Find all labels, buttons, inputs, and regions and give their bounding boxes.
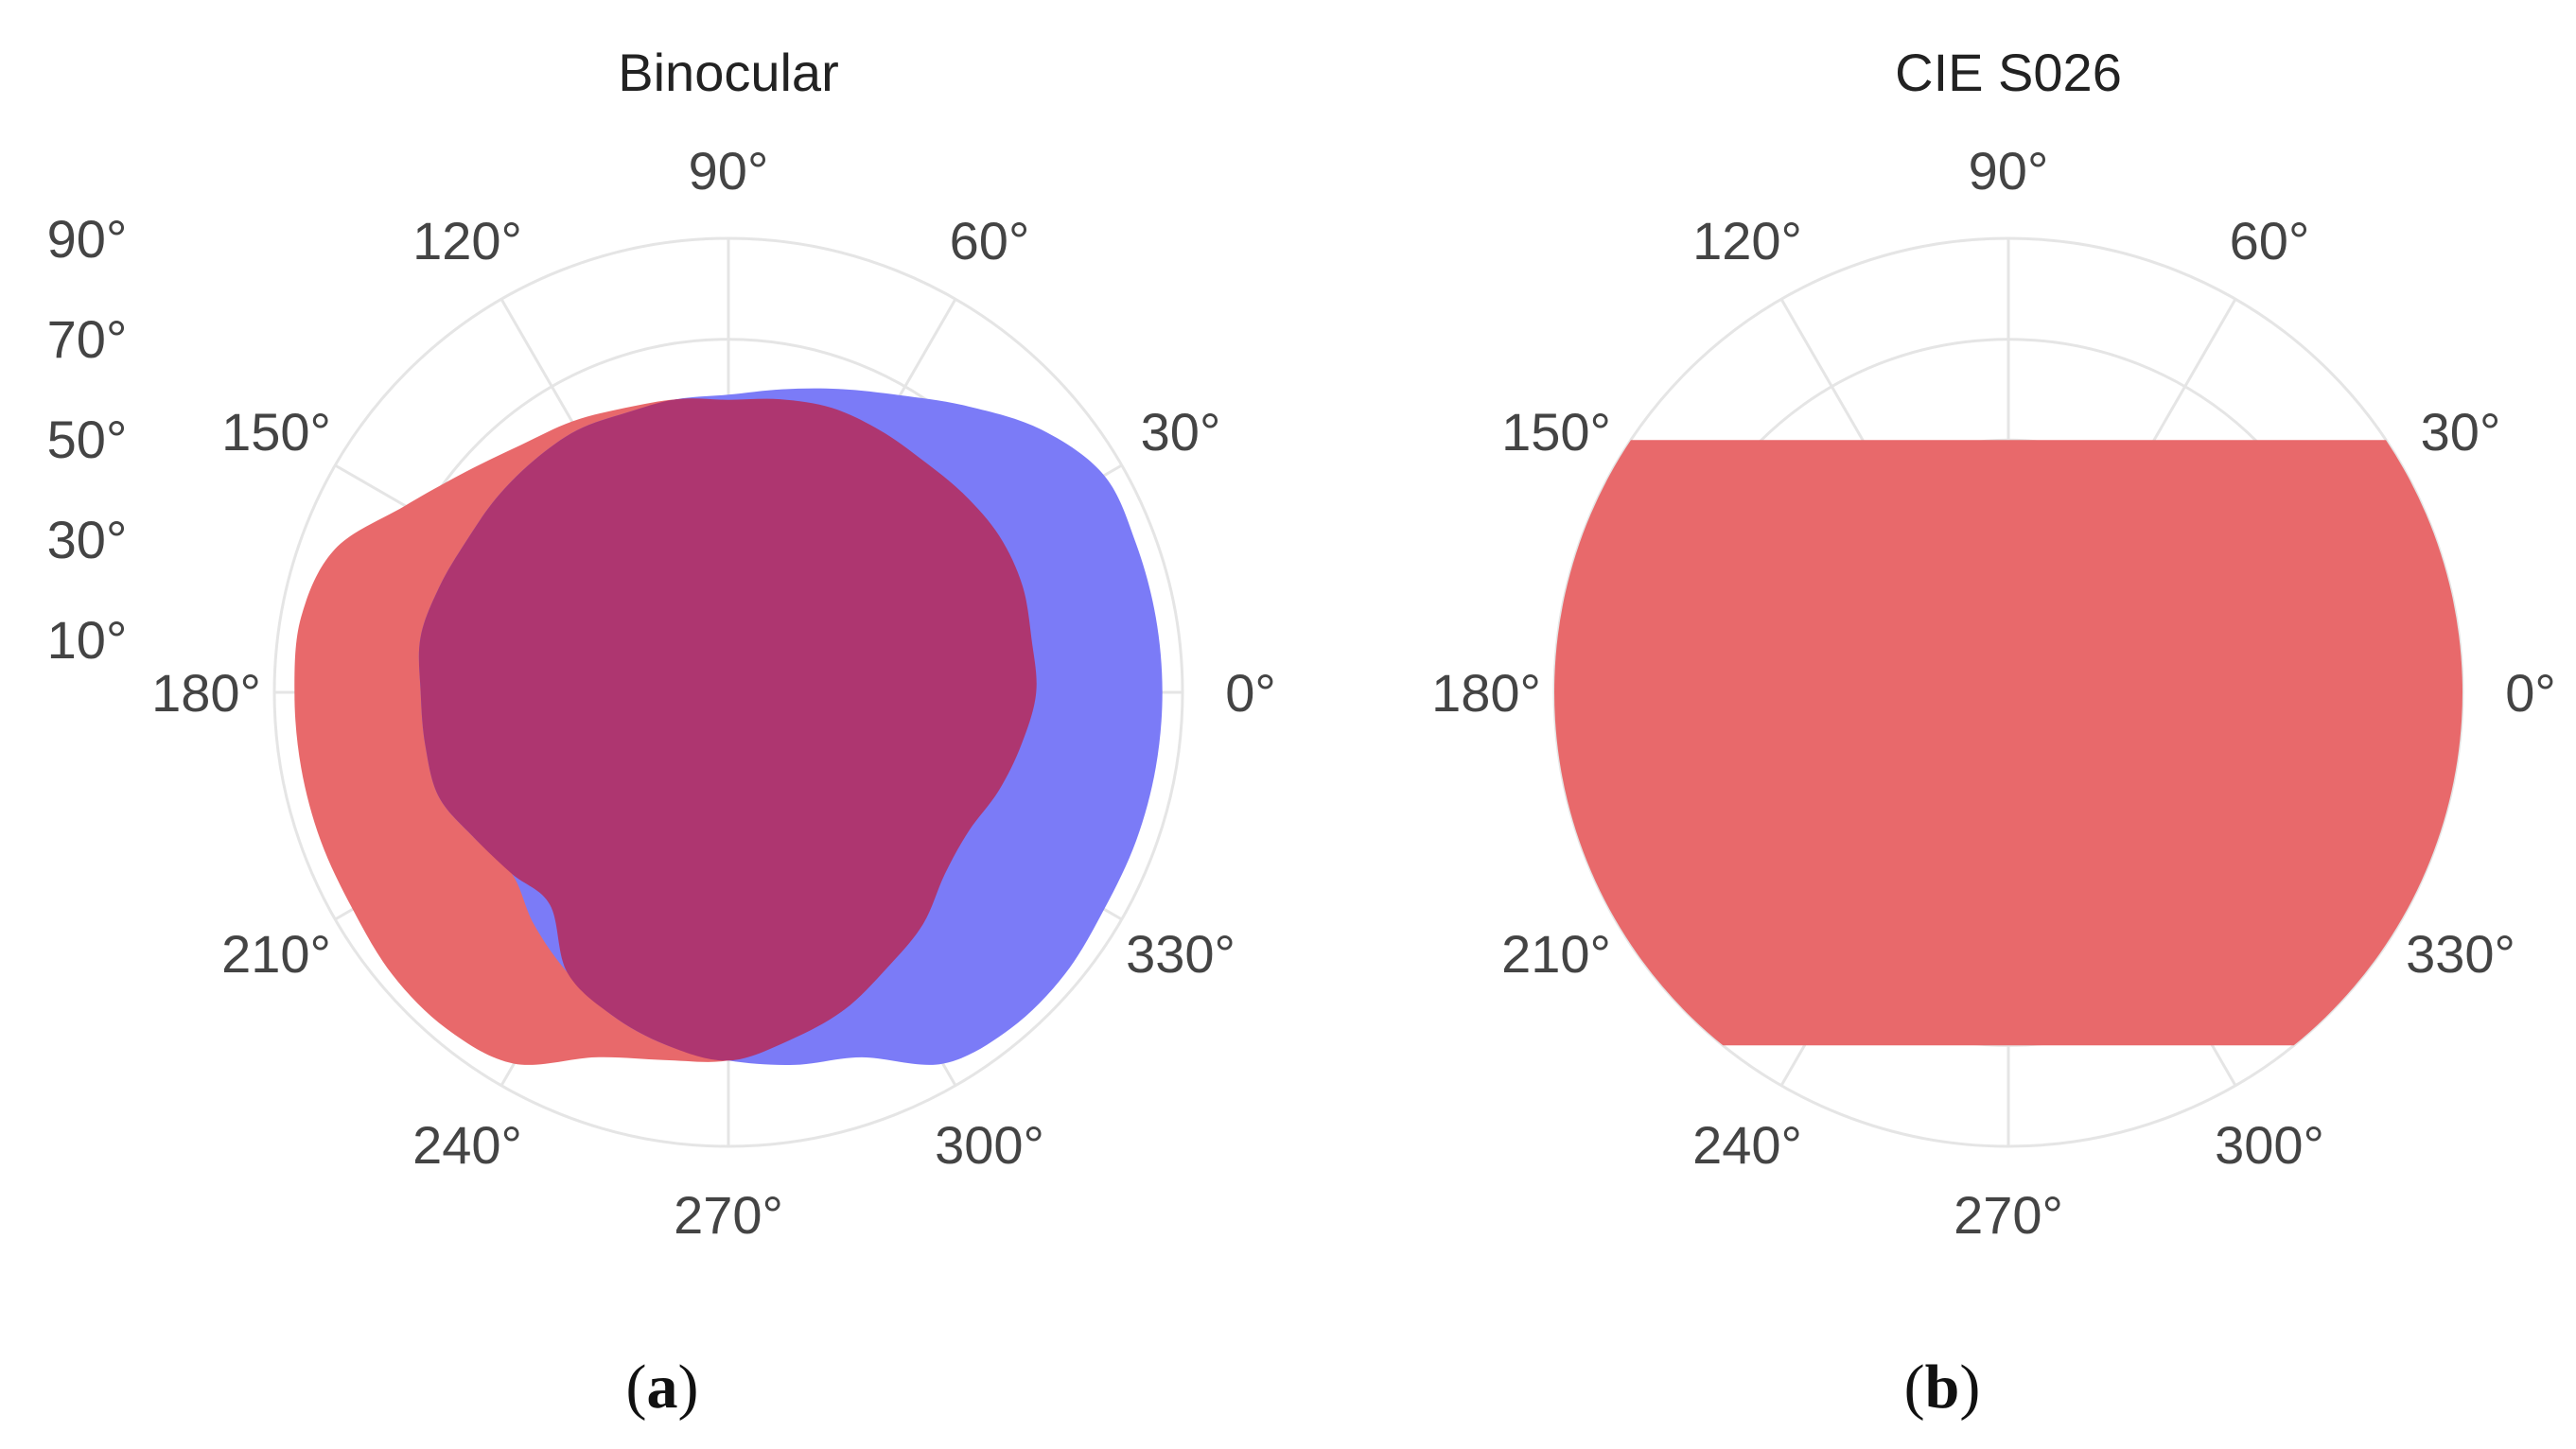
radial-tick-label-10: 10°: [47, 610, 128, 670]
angular-tick-label-0: 0°: [2505, 663, 2556, 723]
angular-tick-label-120: 120°: [1692, 211, 1802, 271]
chart-title-binocular: Binocular: [618, 43, 838, 102]
panel-caption-letter-b: b: [1925, 1353, 1960, 1422]
angular-tick-label-0: 0°: [1225, 663, 1276, 723]
angular-tick-label-330: 330°: [2406, 924, 2515, 984]
angular-tick-label-60: 60°: [2230, 211, 2310, 271]
angular-tick-label-240: 240°: [1692, 1115, 1802, 1175]
angular-tick-label-180: 180°: [151, 663, 261, 723]
radial-tick-label-30: 30°: [47, 510, 128, 569]
series-layer-cie-s026: [1554, 440, 2462, 1046]
angular-tick-label-330: 330°: [1126, 924, 1235, 984]
radial-tick-label-50: 50°: [47, 410, 128, 469]
polar-chart-cie-s026: CIE S026 0° 30° 60° 90° 120° 150° 180° 210° 240°…: [1431, 43, 2556, 1422]
series-area-cie-s026-field: [1554, 440, 2462, 1046]
radial-tick-label-90: 90°: [47, 209, 128, 269]
angular-tick-label-30: 30°: [1141, 402, 1221, 462]
angular-tick-label-90: 90°: [1969, 141, 2049, 201]
angular-axis-labels-cie-s026: 0° 30° 60° 90° 120° 150° 180° 210° 240° 270° 300° 3…: [1431, 141, 2556, 1245]
series-layer-binocular: [294, 388, 1163, 1066]
radial-tick-label-70: 70°: [47, 309, 128, 369]
angular-tick-label-150: 150°: [221, 402, 331, 462]
angular-axis-labels-binocular: 0° 30° 60° 90° 120° 150° 180° 210° 240° 270° 300° 3…: [151, 141, 1276, 1245]
polar-chart-binocular: Binocular 0° 30° 60° 90° 120° 150° 180° 210° 240…: [47, 43, 1276, 1422]
angular-tick-label-60: 60°: [950, 211, 1030, 271]
angular-tick-label-210: 210°: [1501, 924, 1611, 984]
panel-caption-letter-a: a: [647, 1353, 678, 1422]
angular-tick-label-300: 300°: [2215, 1115, 2324, 1175]
angular-tick-label-150: 150°: [1501, 402, 1611, 462]
series-area-overlap: [418, 398, 1037, 1061]
angular-tick-label-210: 210°: [221, 924, 331, 984]
angular-tick-label-270: 270°: [674, 1185, 783, 1245]
panel-caption-b: (b): [1904, 1353, 1981, 1422]
radial-axis-labels-binocular: 90° 70° 50° 30° 10°: [47, 209, 128, 670]
angular-tick-label-240: 240°: [412, 1115, 522, 1175]
angular-tick-label-270: 270°: [1954, 1185, 2063, 1245]
panel-caption-a: (a): [626, 1353, 699, 1422]
angular-tick-label-90: 90°: [689, 141, 769, 201]
angular-tick-label-180: 180°: [1431, 663, 1541, 723]
angular-tick-label-300: 300°: [935, 1115, 1044, 1175]
angular-tick-label-120: 120°: [412, 211, 522, 271]
chart-title-cie-s026: CIE S026: [1895, 43, 2122, 102]
angular-tick-label-30: 30°: [2421, 402, 2501, 462]
